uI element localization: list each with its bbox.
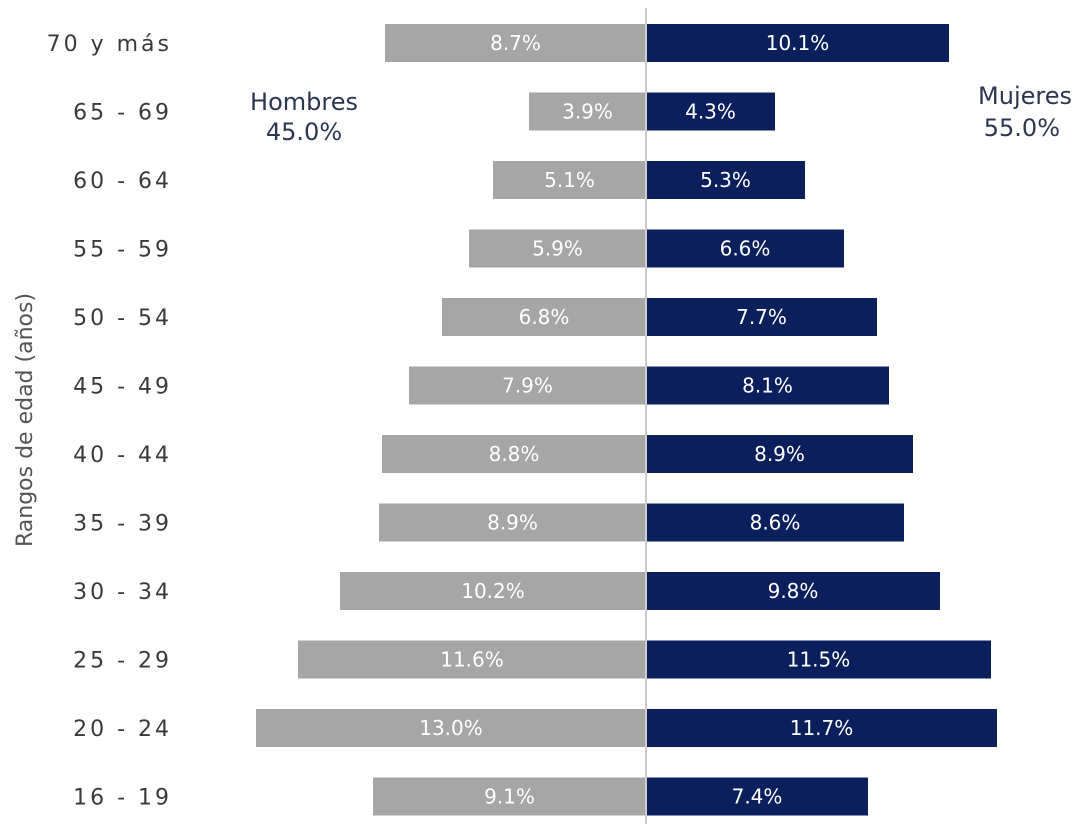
bar-mujeres-55-59 bbox=[646, 229, 844, 268]
category-label-50-54: 50 - 54 bbox=[73, 306, 172, 331]
bar-hombres-20-24 bbox=[256, 709, 646, 747]
bar-mujeres-20-24 bbox=[646, 709, 997, 747]
y-axis-label: Rangos de edad (años) bbox=[13, 293, 38, 547]
category-label-16-19: 16 - 19 bbox=[73, 786, 172, 811]
bar-label-mujeres-25-29: 11.5% bbox=[787, 648, 851, 672]
bar-label-mujeres-65-69: 4.3% bbox=[685, 100, 736, 124]
bar-label-mujeres-35-39: 8.6% bbox=[750, 511, 801, 535]
bar-label-hombres-20-24: 13.0% bbox=[419, 716, 483, 740]
bar-mujeres-30-34 bbox=[646, 572, 940, 610]
category-label-60-64: 60 - 64 bbox=[73, 169, 172, 194]
bar-hombres-35-39 bbox=[379, 503, 646, 542]
category-label-40-44: 40 - 44 bbox=[73, 443, 172, 468]
bar-hombres-45-49 bbox=[409, 366, 646, 405]
category-label-55-59: 55 - 59 bbox=[73, 238, 172, 263]
bar-hombres-55-59 bbox=[469, 229, 646, 268]
bars-hombres bbox=[256, 24, 646, 816]
category-label-25-29: 25 - 29 bbox=[73, 649, 172, 674]
category-labels: 70 y más 65 - 69 60 - 64 55 - 59 50 - 54 45 -… bbox=[47, 32, 172, 811]
bar-label-mujeres-70-y-m-s: 10.1% bbox=[766, 31, 830, 55]
bar-mujeres-40-44 bbox=[646, 435, 913, 473]
bar-label-mujeres-16-19: 7.4% bbox=[732, 785, 783, 809]
bar-label-hombres-16-19: 9.1% bbox=[484, 785, 535, 809]
bar-hombres-65-69 bbox=[529, 92, 646, 131]
bar-mujeres-50-54 bbox=[646, 298, 877, 336]
bar-label-hombres-35-39: 8.9% bbox=[487, 511, 538, 535]
bar-hombres-30-34 bbox=[340, 572, 646, 610]
bar-mujeres-65-69 bbox=[646, 92, 775, 131]
bar-hombres-60-64 bbox=[493, 161, 646, 199]
bar-value-labels: 8.7% 10.1% 3.9% 4.3% 5.1% 5.3% 5.9% 6.6% 6.8% 7.7… bbox=[419, 31, 853, 809]
bar-mujeres-35-39 bbox=[646, 503, 904, 542]
category-label-65-69: 65 - 69 bbox=[73, 101, 172, 126]
bar-label-mujeres-60-64: 5.3% bbox=[700, 168, 751, 192]
bar-label-mujeres-50-54: 7.7% bbox=[736, 305, 787, 329]
bar-label-mujeres-45-49: 8.1% bbox=[742, 374, 793, 398]
bar-label-hombres-25-29: 11.6% bbox=[440, 648, 504, 672]
bar-label-hombres-40-44: 8.8% bbox=[489, 442, 540, 466]
bar-mujeres-16-19 bbox=[646, 777, 868, 816]
legend-hombres: Hombres 45.0% bbox=[250, 88, 358, 146]
bar-label-hombres-50-54: 6.8% bbox=[519, 305, 570, 329]
bar-mujeres-25-29 bbox=[646, 640, 991, 679]
bar-hombres-40-44 bbox=[382, 435, 646, 473]
legend-mujeres-total: 55.0% bbox=[984, 114, 1060, 142]
bar-mujeres-70-y-m-s bbox=[646, 24, 949, 62]
category-label-20-24: 20 - 24 bbox=[73, 717, 172, 742]
bar-hombres-16-19 bbox=[373, 777, 646, 816]
legend-mujeres: Mujeres 55.0% bbox=[978, 82, 1072, 142]
category-label-35-39: 35 - 39 bbox=[73, 512, 172, 537]
bar-label-hombres-30-34: 10.2% bbox=[461, 579, 525, 603]
bar-label-hombres-65-69: 3.9% bbox=[562, 100, 613, 124]
bar-hombres-25-29 bbox=[298, 640, 646, 679]
bars-mujeres bbox=[646, 24, 997, 816]
legend-hombres-total: 45.0% bbox=[266, 118, 342, 146]
legend-hombres-name: Hombres bbox=[250, 88, 358, 116]
bar-mujeres-45-49 bbox=[646, 366, 889, 405]
bar-label-mujeres-20-24: 11.7% bbox=[790, 716, 854, 740]
bar-label-mujeres-40-44: 8.9% bbox=[754, 442, 805, 466]
bar-label-hombres-55-59: 5.9% bbox=[532, 237, 583, 261]
bar-label-mujeres-30-34: 9.8% bbox=[768, 579, 819, 603]
category-label-30-34: 30 - 34 bbox=[73, 580, 172, 605]
bar-mujeres-60-64 bbox=[646, 161, 805, 199]
bar-hombres-70-y-m-s bbox=[385, 24, 646, 62]
bar-label-mujeres-55-59: 6.6% bbox=[720, 237, 771, 261]
category-label-70-y-m-s: 70 y más bbox=[47, 32, 172, 57]
bar-label-hombres-60-64: 5.1% bbox=[544, 168, 595, 192]
bar-label-hombres-45-49: 7.9% bbox=[502, 374, 553, 398]
category-label-45-49: 45 - 49 bbox=[73, 375, 172, 400]
legend-mujeres-name: Mujeres bbox=[978, 82, 1072, 110]
bar-label-hombres-70-y-m-s: 8.7% bbox=[490, 31, 541, 55]
bar-hombres-50-54 bbox=[442, 298, 646, 336]
